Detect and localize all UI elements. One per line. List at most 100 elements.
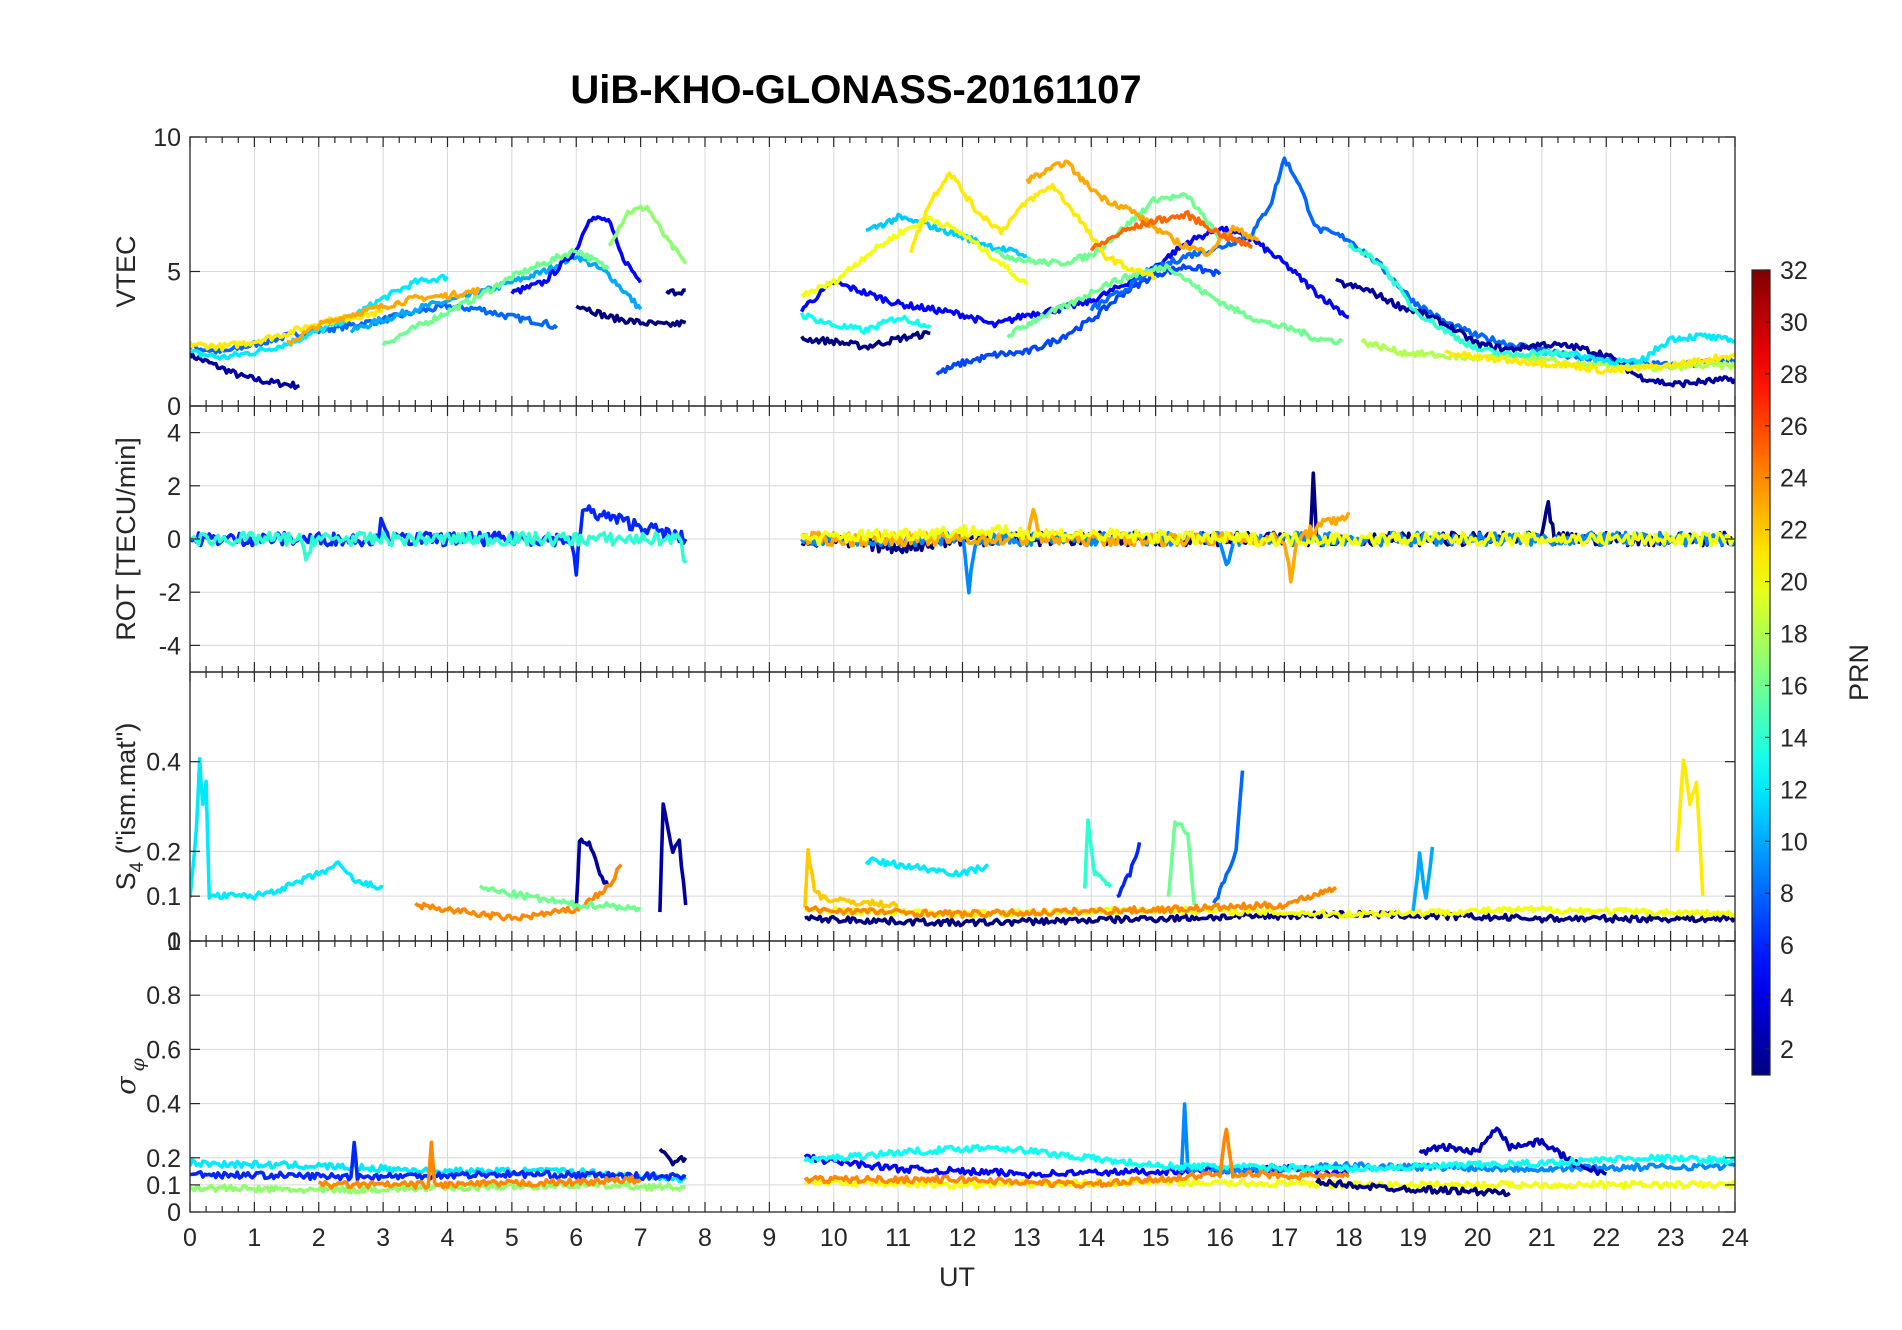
x-tick-label: 22 <box>1592 1224 1620 1252</box>
series-line-prn-1 <box>575 304 687 328</box>
series-line-prn-12 <box>190 757 384 901</box>
x-tick-label: 8 <box>698 1224 712 1252</box>
y-axis-label: VTEC <box>111 235 141 307</box>
colorbar-tick-label: 10 <box>1780 828 1808 856</box>
series-line-prn-13 <box>803 1143 1735 1174</box>
series-group <box>190 156 1735 390</box>
series-group <box>190 1102 1735 1198</box>
x-tick-label: 7 <box>634 1224 648 1252</box>
y-tick-label: 0.8 <box>146 982 181 1010</box>
y-axis-label: σφ <box>111 1057 149 1094</box>
chart-title: UiB-KHO-GLONASS-20161107 <box>570 68 1141 112</box>
x-tick-label: 4 <box>441 1224 455 1252</box>
colorbar-tick-label: 2 <box>1780 1036 1794 1064</box>
y-tick-label: 0.1 <box>146 1172 181 1200</box>
y-tick-label: 10 <box>153 124 181 152</box>
x-tick-label: 5 <box>505 1224 519 1252</box>
series-line-prn-16 <box>1166 820 1197 906</box>
y-tick-label: 4 <box>167 420 181 448</box>
colorbar-tick-label: 32 <box>1780 257 1808 285</box>
series-line-prn-24 <box>804 885 1338 919</box>
series-line-prn-12 <box>1541 332 1735 366</box>
series-line-prn-16 <box>381 247 610 347</box>
colorbar-tick-label: 20 <box>1780 569 1808 597</box>
y-tick-label: 0.2 <box>146 1145 181 1173</box>
series-line-prn-6 <box>190 1140 687 1182</box>
x-tick-label: 23 <box>1657 1224 1685 1252</box>
x-tick-label: 12 <box>949 1224 977 1252</box>
x-tick-label: 20 <box>1464 1224 1492 1252</box>
x-tick-label: 21 <box>1528 1224 1556 1252</box>
x-tick-label: 1 <box>247 1224 261 1252</box>
x-tick-label: 15 <box>1142 1224 1170 1252</box>
series-line-prn-23 <box>286 286 481 346</box>
series-line-prn-14 <box>1083 818 1113 889</box>
series-line-prn-22 <box>803 848 899 909</box>
y-tick-label: 0 <box>167 393 181 421</box>
colorbar-tick-label: 16 <box>1780 672 1808 700</box>
colorbar-tick-label: 28 <box>1780 361 1808 389</box>
series-line-prn-1 <box>665 288 686 297</box>
x-tick-label: 9 <box>762 1224 776 1252</box>
series-line-prn-7 <box>935 263 1222 376</box>
series-line-prn-21 <box>190 308 384 352</box>
series-line-prn-20 <box>800 215 1029 298</box>
series-line-prn-10 <box>1411 846 1435 912</box>
series-line-prn-17 <box>607 204 688 265</box>
y-tick-label: -2 <box>159 579 181 607</box>
x-tick-label: 16 <box>1206 1224 1234 1252</box>
colorbar-tick-label: 26 <box>1780 413 1808 441</box>
series-line-prn-21 <box>909 171 1157 281</box>
series-line-prn-8 <box>1212 770 1245 905</box>
x-tick-label: 2 <box>312 1224 326 1252</box>
colorbar-tick-label: 22 <box>1780 517 1808 545</box>
series-line-prn-21 <box>1675 758 1705 897</box>
series-group <box>190 757 1735 928</box>
series-line-prn-21 <box>1444 349 1735 375</box>
y-axis-label: ROT [TECU/min] <box>111 437 141 641</box>
x-tick-label: 6 <box>569 1224 583 1252</box>
colorbar-tick-label: 14 <box>1780 724 1808 752</box>
y-tick-label: 0.4 <box>146 1091 181 1119</box>
x-tick-label: 14 <box>1077 1224 1105 1252</box>
panel-2: -4 -2 0 2 4 ROT [TECU/min] <box>111 405 1736 673</box>
colorbar-tick-label: 8 <box>1780 880 1794 908</box>
colorbar-gradient <box>1751 269 1771 1076</box>
x-axis-label: UT <box>939 1262 975 1292</box>
panel-1: 0 5 10 VTEC <box>111 124 1736 421</box>
colorbar-tick-label: 24 <box>1780 465 1808 493</box>
series-line-prn-6 <box>1116 842 1142 899</box>
x-tick-label: 18 <box>1335 1224 1363 1252</box>
series-line-prn-13 <box>799 312 932 335</box>
series-line-prn-16 <box>1006 263 1344 346</box>
series-line-prn-2 <box>574 837 611 907</box>
y-tick-label: 0.4 <box>146 749 181 777</box>
y-tick-label: 0 <box>167 928 181 956</box>
colorbar-tick-label: 18 <box>1780 621 1808 649</box>
x-tick-label: 3 <box>376 1224 390 1252</box>
colorbar-tick-label: 6 <box>1780 932 1794 960</box>
series-line-prn-25 <box>1089 210 1253 252</box>
x-tick-label: 11 <box>885 1224 911 1252</box>
x-tick-label: 13 <box>1013 1224 1041 1252</box>
colorbar-label: PRN <box>1844 644 1874 701</box>
x-tick-label: 10 <box>820 1224 848 1252</box>
series-line-prn-1 <box>800 330 931 351</box>
series-line-prn-5 <box>510 215 643 295</box>
series-line-prn-20 <box>804 1177 1735 1190</box>
y-tick-label: 0.2 <box>146 838 181 866</box>
series-line-prn-14 <box>190 530 688 564</box>
x-tick-label: 17 <box>1270 1224 1298 1252</box>
series-line-prn-12 <box>864 856 990 878</box>
series-line-prn-1 <box>804 909 1735 928</box>
y-tick-label: 0.1 <box>146 883 181 911</box>
x-tick-label: 19 <box>1399 1224 1427 1252</box>
series-line-prn-1 <box>658 1147 688 1167</box>
series-line-prn-14 <box>1347 242 1575 359</box>
y-tick-label: 0 <box>167 526 181 554</box>
series-line-prn-16 <box>478 884 642 913</box>
